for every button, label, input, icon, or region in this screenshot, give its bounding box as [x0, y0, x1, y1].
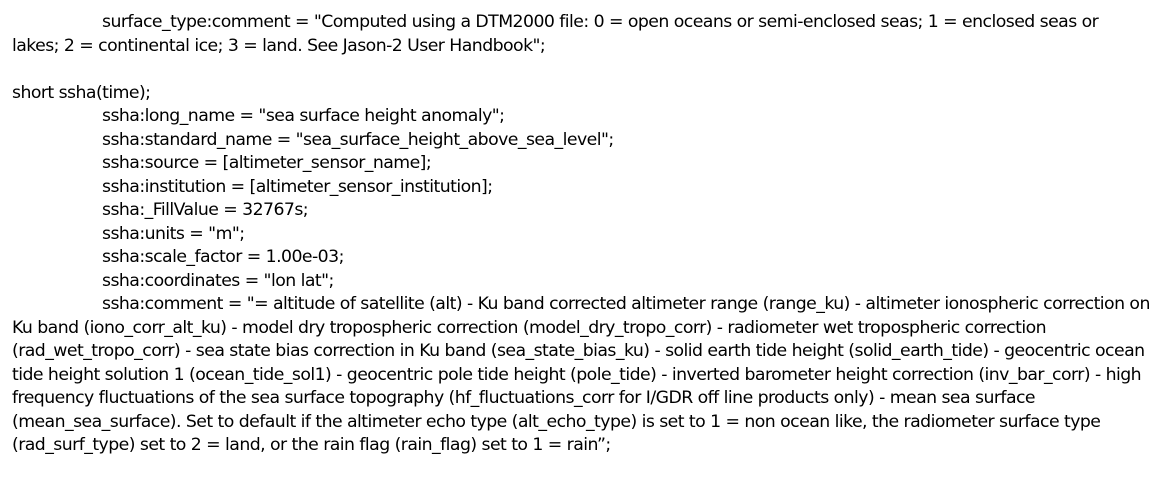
cdl-document: surface_type:comment = "Computed using a… — [12, 11, 1150, 458]
attribute-standard-name: ssha:standard_name = "sea_surface_height… — [102, 129, 614, 150]
variable-declaration: short ssha(time); — [12, 82, 151, 103]
attribute-source: ssha:source = [altimeter_sensor_name]; — [102, 153, 432, 173]
surface-type-comment: surface_type:comment = "Computed using a… — [12, 12, 1099, 56]
attribute-long-name: ssha:long_name = "sea surface height ano… — [102, 106, 505, 126]
attribute-units: ssha:units = "m"; — [102, 223, 245, 244]
attribute-scale-factor: ssha:scale_factor = 1.00e-03; — [102, 247, 344, 267]
attribute-comment: ssha:comment = "= altitude of satellite … — [12, 294, 1150, 455]
blank-line — [12, 58, 1150, 82]
attribute-coordinates: ssha:coordinates = "lon lat"; — [102, 270, 334, 291]
attribute-fill-value: ssha:_FillValue = 32767s; — [102, 200, 309, 220]
attribute-institution: ssha:institution = [altimeter_sensor_ins… — [102, 176, 493, 197]
